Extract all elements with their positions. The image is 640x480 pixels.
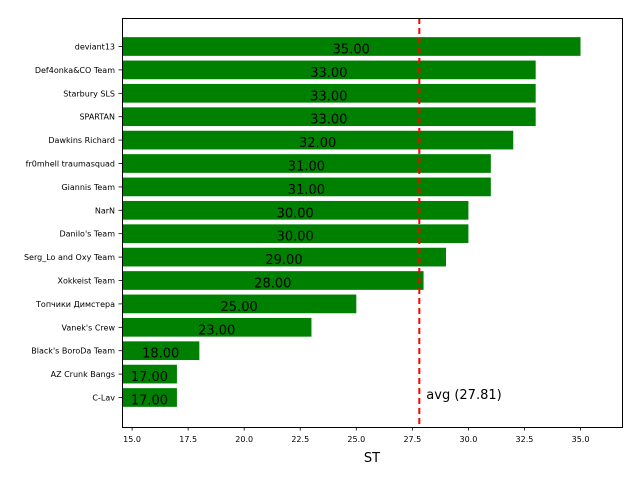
- data-label: 33.00: [310, 66, 347, 81]
- y-tick-label: Starbury SLS: [63, 89, 115, 98]
- plot-frame: [122, 18, 623, 428]
- bar: [122, 341, 200, 361]
- y-tick-label: Vanek's Crew: [62, 323, 116, 332]
- data-label: 17.00: [131, 394, 168, 409]
- y-tick-label: AZ Crunk Bangs: [51, 370, 115, 379]
- data-label: 32.00: [299, 136, 336, 151]
- x-tick-label: 32.5: [516, 435, 534, 444]
- y-tick-label: deviant13: [75, 43, 115, 52]
- bar: [122, 388, 177, 407]
- bar: [122, 177, 491, 197]
- bar: [122, 60, 536, 80]
- bar: [122, 154, 491, 173]
- y-tick-label: Danilo's Team: [59, 230, 115, 239]
- bars-group: [122, 37, 581, 407]
- data-label: 25.00: [221, 300, 258, 315]
- data-label: 33.00: [310, 89, 347, 104]
- x-tick-label: 15.0: [123, 435, 141, 444]
- y-tick-label: C-Lav: [92, 394, 115, 403]
- data-label: 33.00: [310, 113, 347, 128]
- x-tick-label: 17.5: [179, 435, 197, 444]
- x-tick-label: 30.0: [460, 435, 478, 444]
- y-tick-label: SPARTAN: [79, 113, 115, 122]
- data-label: 30.00: [277, 230, 314, 245]
- y-tick-label: fr0mhell traumasquad: [26, 160, 115, 169]
- data-label: 31.00: [288, 183, 325, 198]
- y-tick-label: Dawkins Richard: [48, 136, 115, 145]
- data-label: 31.00: [288, 160, 325, 175]
- bar: [122, 294, 357, 314]
- bar: [122, 83, 536, 103]
- bar: [122, 37, 581, 56]
- x-tick-label: 25.0: [347, 435, 365, 444]
- y-tick-label: Giannis Team: [61, 183, 115, 192]
- data-label: 18.00: [142, 347, 179, 362]
- bar: [122, 224, 469, 244]
- x-tick-label: 35.0: [572, 435, 590, 444]
- data-label: 23.00: [198, 323, 235, 338]
- bar: [122, 107, 536, 127]
- data-label: 30.00: [277, 206, 314, 221]
- y-tick-label: Black's BoroDa Team: [31, 347, 115, 356]
- x-axis-ticks: 15.0 17.5 20.0 22.5 25.0 27.5 30.0 32.5 35.0: [123, 427, 589, 444]
- x-tick-label: 22.5: [291, 435, 309, 444]
- bar: [122, 200, 469, 220]
- average-group: avg (27.81): [418, 18, 502, 427]
- x-axis-label: ST: [364, 451, 380, 466]
- data-label: 29.00: [265, 253, 302, 268]
- x-tick-label: 27.5: [403, 435, 421, 444]
- x-tick-label: 20.0: [235, 435, 253, 444]
- data-label: 17.00: [131, 370, 168, 385]
- average-label: avg (27.81): [426, 388, 501, 403]
- data-label: 28.00: [254, 277, 291, 292]
- y-axis-ticks: deviant13 Def4onka&CO Team Starbury SLS SPA…: [24, 43, 122, 403]
- y-tick-label: Def4onka&CO Team: [35, 66, 115, 75]
- y-tick-label: Xokkeist Team: [58, 277, 116, 286]
- bar: [122, 247, 446, 267]
- data-label: 35.00: [333, 43, 370, 58]
- y-tick-label: NarN: [95, 206, 115, 215]
- bar: [122, 271, 424, 290]
- value-labels-group: 35.00 33.00 33.00 33.00 32.00 31.00 31.00 30.00…: [131, 43, 370, 409]
- y-tick-label: Топчики Димстера: [35, 300, 115, 309]
- bar: [122, 130, 514, 150]
- bar: [122, 364, 177, 384]
- bar: [122, 317, 312, 337]
- y-tick-label: Serg_Lo and Oxy Team: [24, 253, 115, 262]
